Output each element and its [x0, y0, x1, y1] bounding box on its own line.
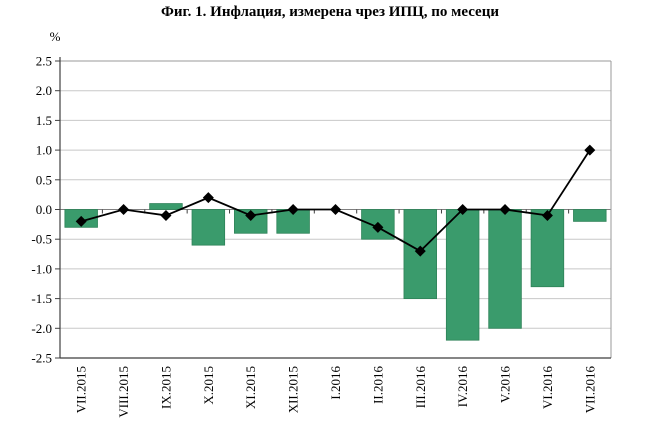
y-tick-label: 1.0	[36, 143, 52, 158]
y-tick-label: 2.0	[36, 83, 52, 98]
x-tick-label: XI.2015	[243, 366, 258, 409]
y-tick-label: 0.0	[36, 202, 52, 217]
y-tick-label: 0.5	[36, 172, 52, 187]
x-tick-label: VII.2015	[74, 366, 89, 413]
x-tick-label: V.2016	[498, 366, 513, 403]
x-tick-label: XII.2015	[286, 366, 301, 413]
diamond-marker	[118, 204, 130, 215]
diamond-marker	[541, 209, 553, 221]
diamond-marker	[372, 221, 384, 233]
y-axis-unit-label: %	[49, 29, 61, 44]
diamond-marker	[330, 204, 341, 215]
y-tick-label: 2.5	[36, 54, 52, 69]
bar	[234, 209, 268, 234]
bar	[530, 209, 565, 288]
x-tick-label: VI.2016	[540, 366, 555, 409]
bar	[149, 203, 183, 210]
x-tick-label: IX.2015	[158, 366, 173, 409]
y-tick-label: -1.5	[31, 291, 52, 306]
diamond-marker	[499, 204, 511, 215]
diamond-marker	[245, 209, 257, 221]
x-tick-label: IV.2016	[455, 366, 470, 408]
bar	[403, 209, 437, 299]
bar	[573, 209, 607, 222]
bar	[488, 209, 522, 329]
x-tick-label: X.2015	[201, 366, 216, 405]
diamond-marker	[75, 215, 87, 227]
bar	[191, 209, 226, 246]
chart-title: Фиг. 1. Инфлация, измерена чрез ИПЦ, по …	[161, 4, 499, 20]
y-tick-label: -2.0	[31, 321, 52, 336]
x-tick-label: III.2016	[413, 366, 428, 409]
diamond-marker	[202, 192, 214, 204]
x-tick-label: VII.2016	[582, 366, 597, 414]
diamond-marker	[457, 204, 469, 215]
y-tick-label: 1.5	[36, 113, 52, 128]
x-tick-label: VIII.2015	[116, 366, 131, 418]
diamond-marker	[287, 204, 299, 215]
bar	[445, 209, 480, 341]
y-tick-label: -2.5	[31, 351, 52, 366]
y-tick-label: -1.0	[31, 261, 52, 276]
y-tick-label: -0.5	[31, 232, 52, 247]
x-tick-label: II.2016	[370, 366, 385, 404]
diamond-marker	[414, 245, 426, 257]
diamond-marker	[584, 144, 596, 156]
x-tick-label: I.2016	[328, 366, 343, 400]
diamond-marker	[160, 209, 172, 221]
